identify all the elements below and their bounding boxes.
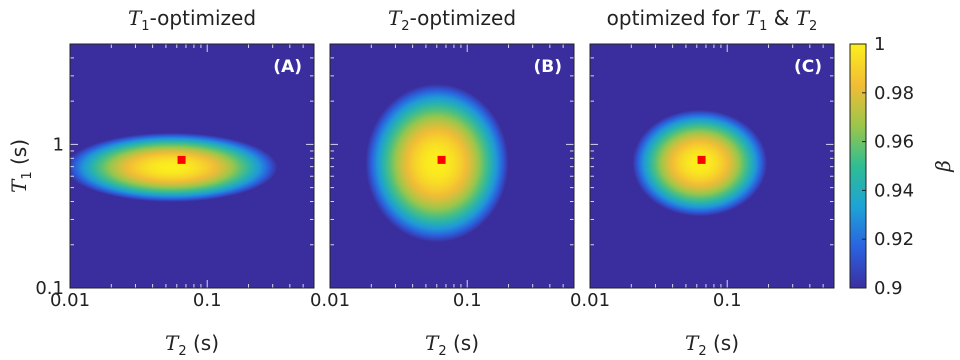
panel-a-ytick-label: 0.1 xyxy=(35,278,64,299)
panel-b-frame xyxy=(329,43,575,289)
panel-c-xtick-label: 0.01 xyxy=(570,290,610,311)
panel-a-xlabel: T2 (s) xyxy=(165,331,219,359)
panel-b-title: T2-optimized xyxy=(387,6,517,34)
panel-c-title: optimized for T1 & T2 xyxy=(606,6,818,34)
panel-a-optimum-marker xyxy=(177,155,186,164)
panel-c-xtick-label: 0.1 xyxy=(713,290,742,311)
panel-b-label: (B) xyxy=(534,57,563,77)
panel-a-xtick-label: 0.1 xyxy=(193,290,222,311)
panel-a-xtick-label: 0.01 xyxy=(50,290,90,311)
colorbar-label: β xyxy=(931,160,955,173)
panel-a-heatmap xyxy=(70,132,278,202)
panel-b-heatmap xyxy=(365,84,509,243)
panel-a-ytick-label: 1 xyxy=(53,134,64,155)
colorbar-tick-label: 0.98 xyxy=(874,83,914,104)
panel-c-optimum-marker xyxy=(697,155,706,164)
panel-c-xlabel: T2 (s) xyxy=(685,331,739,359)
colorbar-tick-label: 0.96 xyxy=(874,132,914,153)
panel-a-ylabel: T1 (s) xyxy=(7,139,35,193)
panel-a-beta-field xyxy=(70,132,278,202)
panel-b-beta-field xyxy=(365,84,509,243)
colorbar-tick-label: 1 xyxy=(874,34,885,55)
colorbar-tick-label: 0.94 xyxy=(874,180,914,201)
colorbar-tick-label: 0.9 xyxy=(874,278,903,299)
panel-b-xlabel: T2 (s) xyxy=(425,331,479,359)
panel-b-xtick-label: 0.1 xyxy=(453,290,482,311)
panel-a-title: T1-optimized xyxy=(127,6,257,34)
colorbar xyxy=(849,43,867,289)
colorbar-tick-label: 0.92 xyxy=(874,229,914,250)
panel-b-optimum-marker xyxy=(437,155,446,164)
panel-b-xtick-label: 0.01 xyxy=(310,290,350,311)
panel-c-frame xyxy=(589,43,835,289)
panel-a-frame xyxy=(69,43,315,289)
panel-a-label: (A) xyxy=(273,57,302,77)
panel-c-label: (C) xyxy=(794,57,822,77)
